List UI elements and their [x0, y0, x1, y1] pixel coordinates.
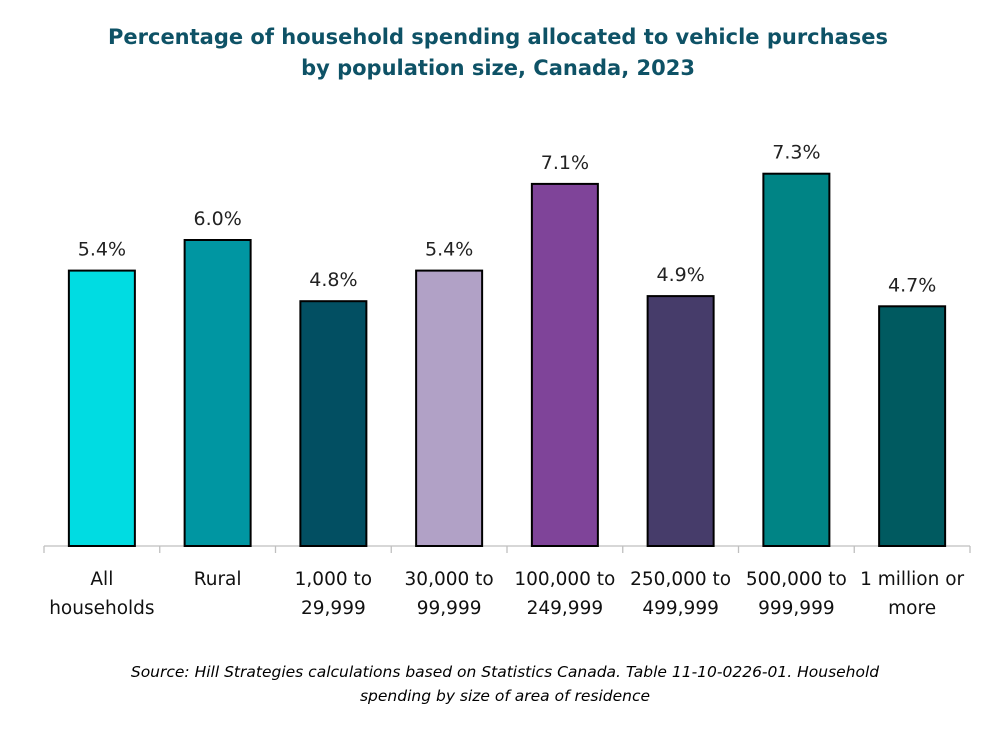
chart-title-line-1: Percentage of household spending allocat…	[108, 25, 888, 49]
bar	[415, 269, 484, 547]
bar	[646, 295, 715, 547]
x-tick-label: 249,999	[527, 598, 604, 619]
source-line-1: Source: Hill Strategies calculations bas…	[130, 663, 880, 681]
data-label: 5.4%	[78, 239, 126, 261]
bar	[530, 182, 599, 547]
data-label: 7.3%	[772, 142, 820, 164]
x-tick-label: 250,000 to	[630, 569, 731, 590]
x-tick-label: 1 million or	[860, 569, 964, 590]
bar	[878, 305, 947, 547]
x-tick-label: households	[49, 598, 154, 619]
bar	[183, 239, 252, 547]
bar	[299, 300, 368, 548]
bar-chart: 5.4% All households 6.0% Rural 4.8% 1,000 to 29…	[43, 142, 971, 619]
x-tick-label: All	[90, 569, 113, 590]
x-tick-label: 99,999	[417, 598, 482, 619]
chart-title-line-2: by population size, Canada, 2023	[301, 56, 695, 80]
data-label: 4.8%	[309, 269, 357, 291]
chart-title: Percentage of household spending allocat…	[0, 22, 996, 84]
x-tick-label: 999,999	[758, 598, 835, 619]
x-tick-label: 29,999	[301, 598, 366, 619]
x-tick-label: 499,999	[642, 598, 719, 619]
x-tick-label: 30,000 to	[405, 569, 494, 590]
source-line-2: spending by size of area of residence	[359, 687, 651, 705]
x-tick-label: 1,000 to	[295, 569, 372, 590]
bar	[67, 269, 136, 547]
x-tick-label: 100,000 to	[514, 569, 615, 590]
data-label: 4.7%	[888, 274, 936, 296]
data-label: 5.4%	[425, 239, 473, 261]
data-label: 4.9%	[656, 264, 704, 286]
data-label: 7.1%	[541, 152, 589, 174]
source-note: Source: Hill Strategies calculations bas…	[0, 660, 996, 708]
x-tick-label: 500,000 to	[746, 569, 847, 590]
bar	[762, 172, 831, 547]
x-tick-label: more	[888, 598, 936, 619]
data-label: 6.0%	[193, 208, 241, 230]
x-tick-label: Rural	[194, 569, 242, 590]
